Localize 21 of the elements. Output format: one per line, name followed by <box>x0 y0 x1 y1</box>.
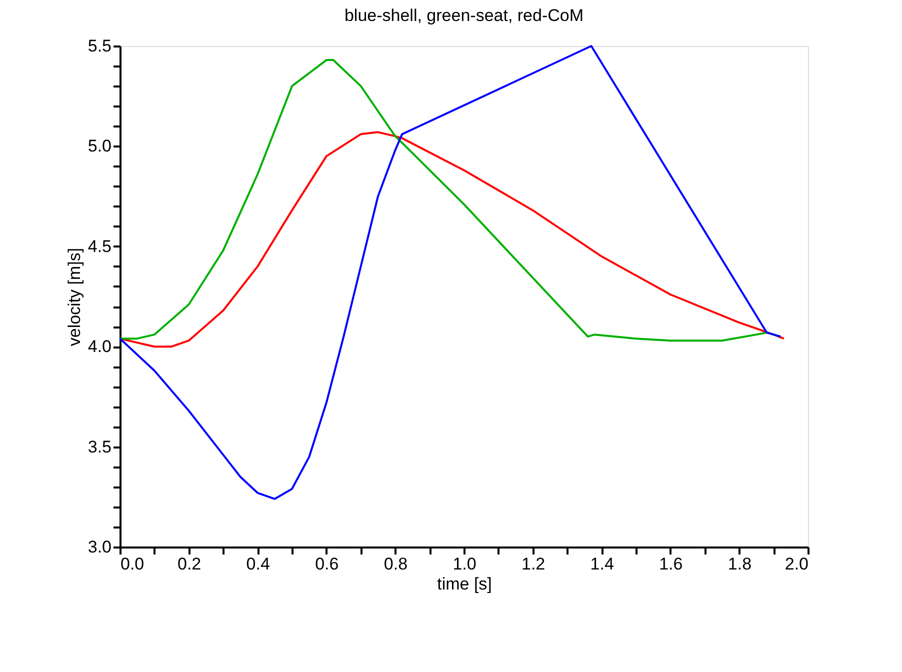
x-tick-label: 1.2 <box>521 554 546 574</box>
x-tick-label: 0.8 <box>384 554 408 574</box>
x-tick-label: 1.8 <box>728 554 752 574</box>
x-tick-label: 0.0 <box>120 554 144 574</box>
y-tick-label: 3.5 <box>88 437 112 456</box>
x-tick-label: 0.6 <box>315 554 339 574</box>
y-tick-label: 4.0 <box>88 337 112 356</box>
x-axis-title: time [s] <box>437 574 492 594</box>
y-tick-label: 3.0 <box>88 538 112 556</box>
y-axis-title: velocity [m]s] <box>64 248 84 346</box>
x-tick-label: 1.0 <box>452 554 476 574</box>
y-tick-label: 5.5 <box>88 36 112 56</box>
x-tick-label: 1.4 <box>590 554 614 574</box>
x-tick-label: 1.6 <box>659 554 683 574</box>
y-tick-label: 5.0 <box>88 136 112 156</box>
y-tick-label: 4.5 <box>88 236 112 256</box>
x-tick-label: 0.2 <box>177 554 202 574</box>
line-series <box>119 45 782 500</box>
chart-title: blue-shell, green-seat, red-CoM <box>344 6 584 25</box>
x-tick-label: 0.4 <box>246 554 270 574</box>
x-tick-label: 2.0 <box>784 554 808 574</box>
